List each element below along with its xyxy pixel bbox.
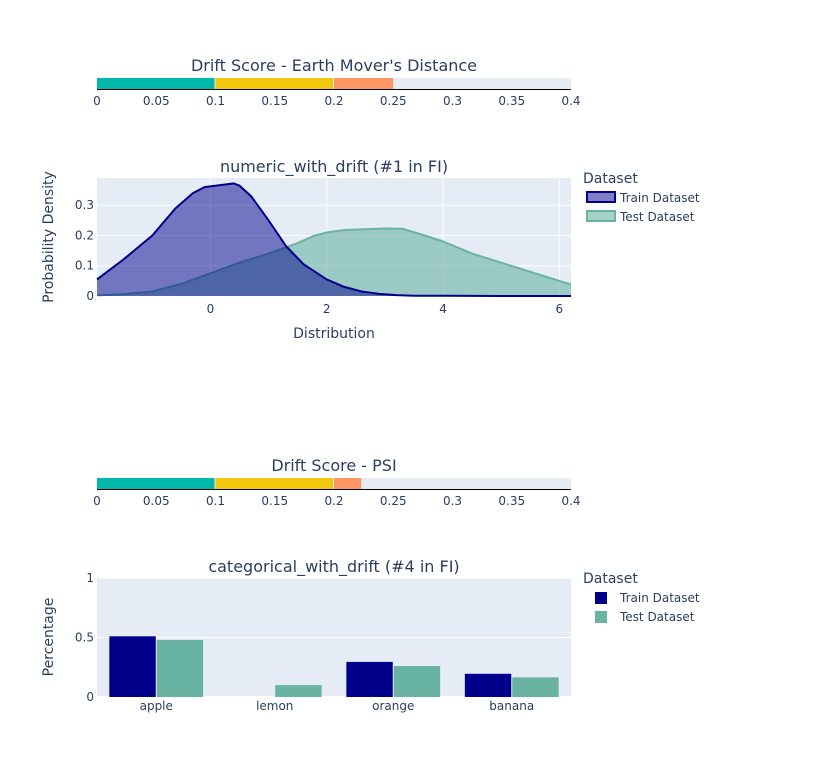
psi-gauge-tick-label: 0.15 [261,494,288,508]
emd-gauge-tick-label: 0.4 [561,94,580,108]
psi-gauge-band-2 [334,478,362,489]
emd-gauge-tick-label: 0.05 [143,94,170,108]
emd-gauge-tick-label: 0.15 [261,94,288,108]
density-chart-title: numeric_with_drift (#1 in FI) [220,157,448,177]
bar-y-tick-label: 0 [86,690,94,704]
psi-gauge-tick-label: 0.2 [324,494,343,508]
density-legend-item-test[interactable]: Test Dataset [586,210,695,224]
bar-legend-item-train[interactable]: Train Dataset [595,591,700,605]
density-x-tick-label: 6 [556,302,564,316]
density-area-train [97,183,571,296]
bar-x-tick-label: lemon [256,699,293,713]
emd-gauge-tick-label: 0.3 [443,94,462,108]
psi-gauge-tick-label: 0 [93,494,101,508]
bar-legend-item-test[interactable]: Test Dataset [595,610,695,624]
bar-chart-title: categorical_with_drift (#4 in FI) [208,557,459,577]
density-x-tick-label: 0 [207,302,215,316]
bar-legend-swatch-train [595,592,607,604]
density-legend-item-train[interactable]: Train Dataset [586,191,700,205]
psi-gauge-band-0 [97,478,215,489]
density-legend-title: Dataset [583,171,638,187]
emd-gauge-tick-label: 0.35 [498,94,525,108]
psi-gauge-tick-label: 0.4 [561,494,580,508]
emd-gauge-tick-label: 0.2 [324,94,343,108]
density-x-tick-label: 4 [439,302,447,316]
density-legend-swatch-test [586,210,616,222]
bar-x-tick-label: banana [489,699,534,713]
bar-legend-swatch-test [595,611,607,623]
emd-gauge-tick-label: 0 [93,94,101,108]
density-legend-label-train: Train Dataset [619,191,700,205]
bar-orange-test[interactable] [393,666,441,697]
bar-lemon-test[interactable] [275,685,322,697]
bar-chart: categorical_with_drift (#4 in FI) apple l… [41,557,700,713]
emd-gauge-tick-label: 0.1 [206,94,225,108]
emd-gauge-title: Drift Score - Earth Mover's Distance [191,56,477,75]
emd-gauge: Drift Score - Earth Mover's Distance 0 0.… [93,56,580,108]
psi-gauge-tick-label: 0.3 [443,494,462,508]
bar-apple-test[interactable] [156,639,204,697]
density-legend-swatch-train [586,191,616,203]
psi-gauge-tick-label: 0.35 [498,494,525,508]
psi-gauge-title: Drift Score - PSI [271,456,396,475]
density-chart: numeric_with_drift (#1 in FI) 0 2 4 6 0 0.1 0.… [41,157,700,342]
density-x-tick-label: 2 [323,302,331,316]
density-legend-label-test: Test Dataset [619,210,695,224]
density-legend: Dataset Train Dataset Test Dataset [583,171,700,224]
emd-gauge-band-1 [215,78,333,89]
emd-gauge-tick-label: 0.25 [380,94,407,108]
bar-legend-title: Dataset [583,571,638,587]
bar-apple-train[interactable] [109,636,156,697]
bar-legend: Dataset Train Dataset Test Dataset [583,571,700,624]
emd-gauge-band-2 [334,78,394,89]
psi-gauge-tick-label: 0.25 [380,494,407,508]
density-y-tick-label: 0.3 [75,198,94,212]
density-x-axis-label: Distribution [293,326,375,342]
density-y-axis-label: Probability Density [41,171,57,303]
psi-gauge-tick-label: 0.05 [143,494,170,508]
psi-gauge-tick-label: 0.1 [206,494,225,508]
bar-y-tick-label: 0.5 [75,631,94,645]
bar-y-tick-label: 1 [86,571,94,585]
bar-x-tick-label: orange [372,699,414,713]
bar-legend-label-test: Test Dataset [619,610,695,624]
density-y-tick-label: 0.2 [75,228,94,242]
bar-banana-test[interactable] [512,677,559,697]
psi-gauge-band-1 [215,478,333,489]
psi-gauge: Drift Score - PSI 0 0.05 0.1 0.15 0.2 0.25 0.3… [93,456,580,508]
density-line-train [96,182,571,297]
bar-y-axis-label: Percentage [41,598,57,677]
bar-x-tick-label: apple [140,699,173,713]
density-y-tick-label: 0 [86,289,94,303]
density-y-tick-label: 0.1 [75,259,94,273]
bar-legend-label-train: Train Dataset [619,591,700,605]
bar-banana-train[interactable] [464,673,512,697]
emd-gauge-band-0 [97,78,215,89]
bar-orange-train[interactable] [346,661,393,697]
